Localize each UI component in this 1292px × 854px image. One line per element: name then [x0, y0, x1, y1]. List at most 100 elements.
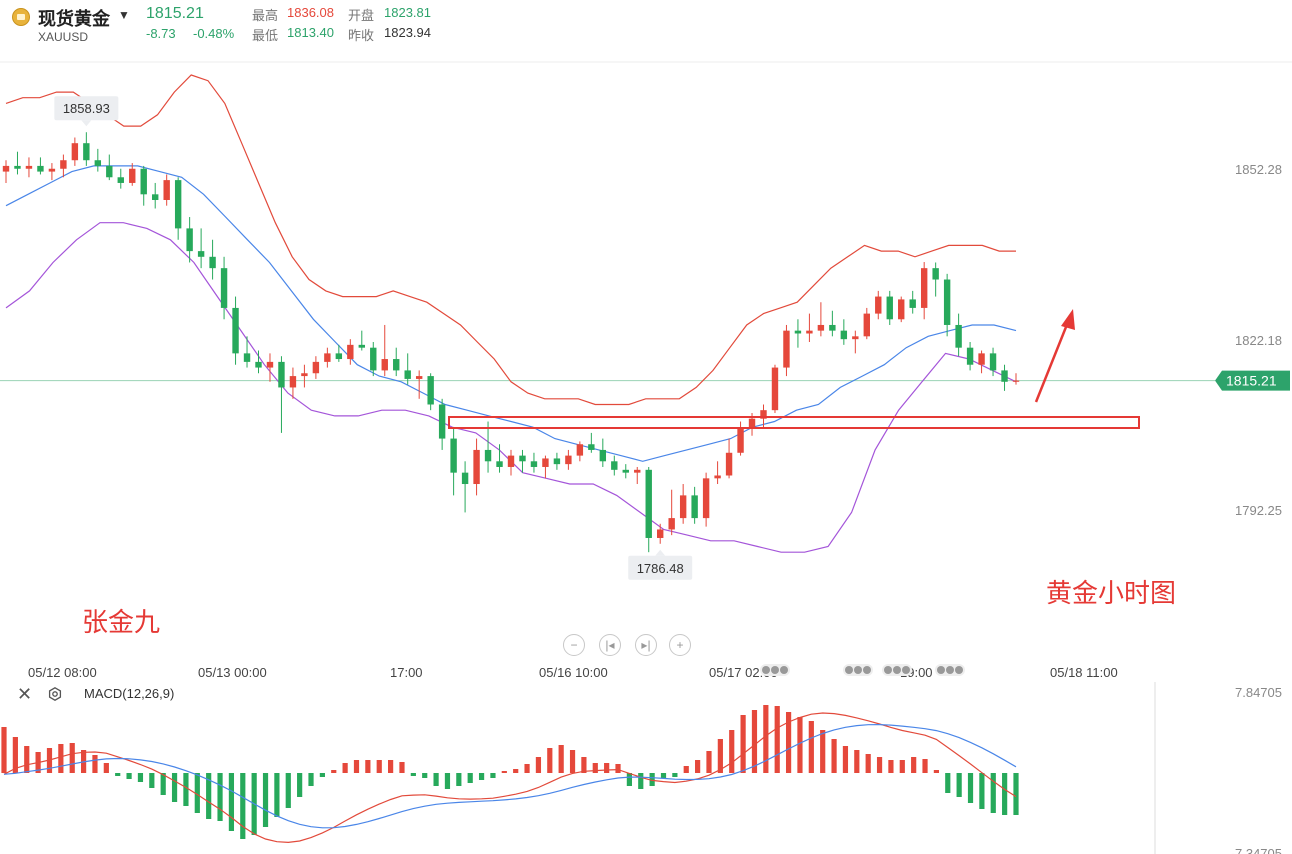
author-watermark: 张金九 — [82, 608, 161, 638]
macd-histogram-bar — [274, 773, 280, 817]
macd-label: MACD(12,26,9) — [84, 686, 175, 701]
prev-icon[interactable]: |◂ — [599, 634, 621, 656]
macd-histogram-bar — [1, 727, 7, 773]
macd-axis-top-label: 7.84705 — [1235, 685, 1282, 700]
time-label: 05/12 08:00 — [28, 665, 97, 680]
macd-histogram-bar — [58, 744, 64, 773]
price-axis: 1852.28 1822.18 1792.25 1815.21 — [0, 61, 1292, 854]
macd-histogram-bar — [240, 773, 246, 839]
macd-histogram-bar — [660, 773, 667, 778]
macd-histogram-bar — [467, 773, 473, 783]
dropdown-caret-icon[interactable]: ▼ — [118, 8, 130, 22]
macd-histogram-bar — [876, 757, 883, 773]
macd-histogram-bar — [24, 746, 30, 773]
candle-body — [588, 444, 595, 450]
macd-histogram-bar — [717, 739, 723, 773]
macd-histogram-bar — [376, 760, 382, 773]
macd-histogram-bar — [149, 773, 155, 788]
candle-body — [725, 452, 733, 476]
candle-body — [255, 361, 262, 368]
candle-body — [301, 373, 308, 377]
macd-histogram-bar — [774, 706, 780, 773]
candle-body — [898, 299, 905, 320]
candle-body — [289, 376, 297, 388]
candle-body — [473, 449, 480, 485]
candle-body — [840, 330, 848, 340]
candle-body — [852, 336, 859, 340]
candle-body — [438, 404, 446, 439]
gear-icon[interactable] — [48, 687, 62, 701]
macd-histogram-bar — [888, 760, 894, 773]
macd-histogram-bar — [831, 739, 837, 773]
candle-body — [232, 307, 239, 354]
price-tick-label: 1792.25 — [1235, 503, 1282, 518]
loading-dots-icon — [882, 664, 912, 676]
candle-body — [427, 376, 434, 405]
zoom-out-icon[interactable]: − — [563, 634, 585, 656]
macd-histogram-bar — [342, 763, 348, 773]
macd-histogram-bar — [444, 773, 451, 789]
macd-histogram-bar — [933, 770, 940, 773]
macd-histogram-bar — [353, 760, 360, 773]
macd-histogram-bar — [319, 773, 325, 777]
candle-body — [691, 495, 698, 519]
high-label: 最高 — [252, 8, 279, 23]
candle-body — [645, 469, 652, 538]
zoom-in-icon[interactable]: + — [669, 634, 691, 656]
macd-histogram-bar — [842, 746, 849, 773]
macd-histogram-bar — [524, 764, 530, 773]
instrument-name[interactable]: 现货黄金 — [38, 9, 110, 29]
candle-body — [978, 353, 985, 365]
macd-histogram-bar — [126, 773, 132, 779]
macd-histogram-bar — [285, 773, 291, 808]
macd-histogram-bar — [854, 750, 860, 773]
macd-histogram-bar — [592, 763, 598, 773]
macd-histogram-bar — [547, 748, 553, 773]
candle-body — [783, 330, 790, 368]
trend-arrow-head-icon — [1061, 309, 1075, 330]
close-icon[interactable]: ✕ — [17, 684, 33, 704]
macd-histogram-bar — [1002, 773, 1008, 815]
candle-body — [163, 180, 170, 200]
macd-dif-line — [3, 712, 1017, 844]
candle-body — [197, 251, 205, 257]
macd-histogram-bar — [262, 773, 269, 827]
macd-histogram-bar — [456, 773, 462, 786]
candle-body — [220, 268, 228, 308]
max-price-label: 1858.93 — [63, 101, 110, 116]
macd-histogram-bar — [137, 773, 144, 782]
macd-panel: 7.84705 -7.34705 — [1, 685, 1282, 854]
candle-body — [48, 168, 56, 172]
candle-body — [863, 313, 870, 337]
macd-histogram-bar — [797, 717, 803, 773]
macd-histogram-bar — [626, 773, 632, 786]
macd-histogram-bar — [308, 773, 314, 786]
macd-histogram-bar — [672, 773, 678, 777]
next-icon[interactable]: ▸| — [635, 634, 657, 656]
candle-body — [174, 180, 182, 229]
macd-histogram-bar — [501, 771, 507, 773]
candle-body — [484, 449, 492, 462]
candle-body — [393, 359, 400, 371]
macd-histogram-bar — [115, 773, 121, 776]
macd-histogram-bar — [217, 773, 223, 821]
candle-body — [94, 160, 102, 166]
price-tick-label: 1852.28 — [1235, 162, 1282, 177]
time-label: 05/16 10:00 — [539, 665, 608, 680]
candle-body — [622, 469, 629, 473]
candle-body — [771, 367, 779, 411]
candle-body — [875, 296, 882, 314]
macd-histogram-bar — [513, 769, 519, 773]
low-label: 最低 — [252, 28, 279, 43]
candle-body — [553, 458, 561, 465]
macd-histogram-bar — [422, 773, 428, 778]
candle-body — [565, 455, 572, 465]
candle-body — [576, 444, 584, 456]
macd-histogram-bar — [433, 773, 439, 786]
candle-body — [611, 461, 618, 470]
current-price-label: 1815.21 — [1226, 373, 1277, 389]
loading-dots-icon — [843, 664, 873, 676]
macd-histogram-bar — [490, 773, 496, 778]
candle-body — [1012, 380, 1020, 382]
